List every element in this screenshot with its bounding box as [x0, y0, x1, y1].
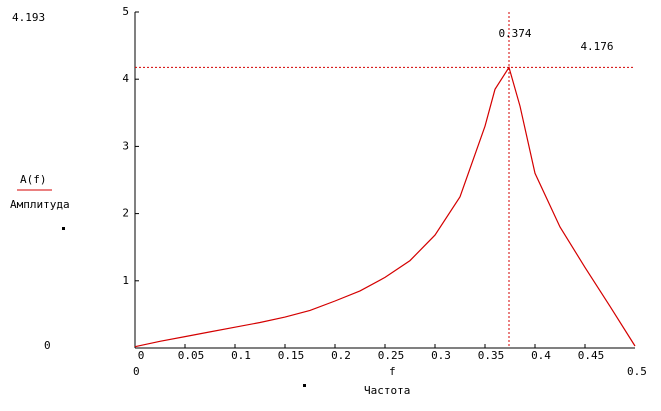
- marker-y-label: 4.176: [580, 40, 613, 53]
- y-max-label: 4.193: [12, 11, 45, 24]
- y-label: A(f): [20, 173, 47, 186]
- line-series: [134, 65, 636, 348]
- x-tick-label: 0.4: [531, 349, 551, 362]
- marker-x-label: 0.374: [498, 27, 531, 40]
- y-tick-label: 5: [122, 5, 129, 18]
- x-tick-label: 0.2: [331, 349, 351, 362]
- x-tick-label: 0.25: [378, 349, 405, 362]
- x-tick-label: 0: [138, 349, 145, 362]
- x-tick-label: 0.35: [478, 349, 505, 362]
- y-tick-label: 3: [122, 139, 129, 152]
- x-tick-label: 0.45: [578, 349, 605, 362]
- x-title: Частота: [364, 384, 410, 397]
- y-min-label: 0: [44, 339, 51, 352]
- placeholder: [62, 227, 65, 230]
- x-tick-label: 0.05: [178, 349, 205, 362]
- x-tick-label: 0.1: [231, 349, 251, 362]
- x-tick-label: 0.15: [278, 349, 305, 362]
- y-tick-label: 1: [122, 274, 129, 287]
- x-label: f: [389, 365, 396, 378]
- placeholder: [303, 384, 306, 387]
- y-tick-label: 4: [122, 72, 129, 85]
- x-min-label: 0: [133, 365, 140, 378]
- x-max-label: 0.5: [627, 365, 647, 378]
- x-tick-label: 0.3: [431, 349, 451, 362]
- y-tick-label: 2: [122, 207, 129, 220]
- y-title: Амплитуда: [10, 198, 70, 211]
